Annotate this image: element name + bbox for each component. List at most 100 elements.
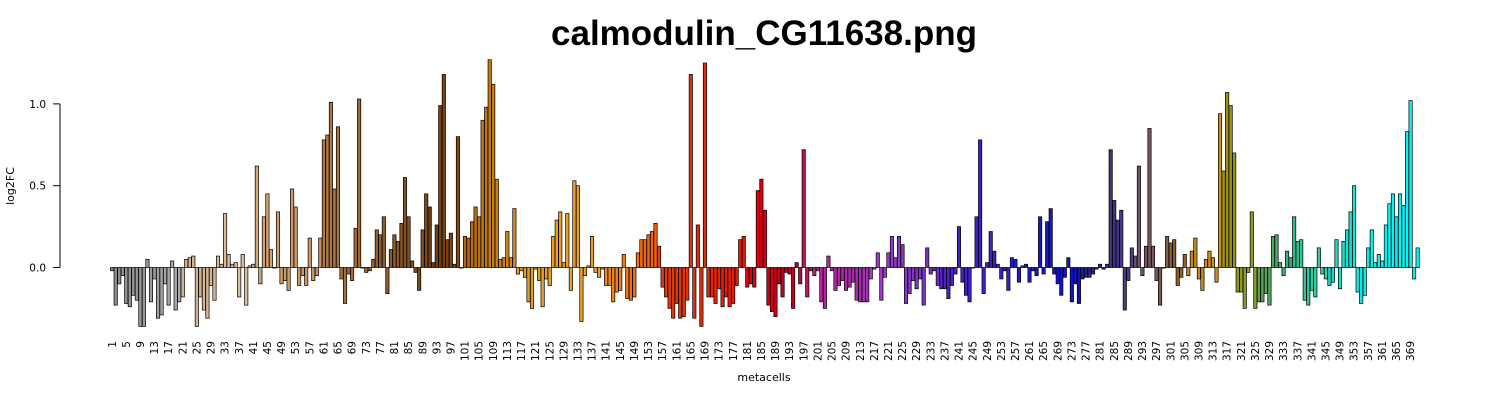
- bar-metacell-314: [1214, 267, 1219, 283]
- bar-metacell-261: [1027, 267, 1032, 283]
- bar-metacell-4: [120, 267, 125, 277]
- bar-metacell-80: [388, 249, 393, 268]
- bar-metacell-200: [812, 267, 817, 277]
- x-tick-label: 365: [1391, 341, 1403, 361]
- bar-metacell-72: [360, 267, 365, 269]
- bar-metacell-77: [378, 234, 383, 268]
- x-tick-label: 229: [911, 341, 923, 361]
- bar-metacell-14: [156, 267, 161, 319]
- bar-metacell-223: [893, 257, 898, 268]
- bar-metacell-255: [1006, 267, 1011, 291]
- x-tick-label: 281: [1095, 341, 1107, 361]
- x-tick-label: 65: [333, 341, 345, 354]
- bar-metacell-194: [791, 267, 796, 309]
- bar-metacell-181: [745, 267, 750, 288]
- bar-metacell-68: [346, 267, 351, 275]
- x-tick-label: 73: [361, 341, 373, 354]
- bar-metacell-347: [1330, 267, 1335, 283]
- bar-metacell-12: [148, 267, 153, 303]
- x-tick-label: 221: [883, 341, 895, 361]
- bar-metacell-311: [1203, 258, 1208, 268]
- bar-metacell-67: [343, 267, 348, 304]
- x-tick-label: 109: [488, 341, 500, 361]
- x-tick-label: 329: [1264, 341, 1276, 361]
- bar-metacell-212: [854, 267, 859, 301]
- bar-metacell-306: [1186, 267, 1191, 277]
- bar-metacell-161: [674, 267, 679, 304]
- bar-metacell-92: [431, 262, 436, 268]
- bar-metacell-132: [572, 180, 577, 268]
- bar-metacell-289: [1126, 267, 1131, 281]
- bar-metacell-272: [1066, 257, 1071, 268]
- bar-metacell-207: [836, 267, 842, 286]
- bar-metacell-234: [932, 267, 937, 272]
- bar-metacell-240: [953, 267, 958, 275]
- bar-metacell-34: [226, 254, 231, 268]
- bar-metacell-369: [1408, 100, 1413, 268]
- x-tick-label: 145: [615, 341, 627, 361]
- bar-metacell-53: [293, 206, 298, 268]
- bar-metacell-82: [395, 240, 400, 268]
- bar-metacell-10: [141, 267, 146, 327]
- bar-metacell-294: [1143, 245, 1148, 268]
- bar-metacell-303: [1175, 267, 1180, 286]
- bar-metacell-36: [233, 262, 238, 268]
- bar-metacell-2: [113, 267, 118, 306]
- bar-metacell-291: [1133, 255, 1138, 268]
- bar-metacell-25: [194, 267, 199, 327]
- bar-metacell-304: [1179, 267, 1184, 278]
- x-tick-label: 141: [601, 341, 613, 361]
- bar-metacell-214: [861, 267, 866, 303]
- bar-metacell-147: [625, 267, 630, 299]
- bar-metacell-129: [561, 262, 566, 268]
- bar-metacell-17: [166, 267, 171, 306]
- x-tick-label: 5: [121, 341, 133, 348]
- bar-metacell-360: [1376, 254, 1381, 268]
- x-tick-label: 153: [643, 341, 655, 361]
- bar-metacell-344: [1320, 267, 1325, 275]
- bar-metacell-275: [1076, 267, 1081, 304]
- bar-metacell-143: [611, 267, 616, 303]
- bar-metacell-168: [699, 267, 704, 327]
- bar-metacell-108: [487, 59, 492, 268]
- x-tick-label: 197: [798, 341, 810, 361]
- bar-metacell-190: [776, 267, 782, 285]
- bar-metacell-342: [1313, 267, 1318, 298]
- x-tick-label: 253: [996, 341, 1008, 361]
- bar-metacell-247: [978, 139, 983, 268]
- bar-metacell-269: [1055, 267, 1060, 285]
- bar-metacell-117: [519, 267, 524, 272]
- bar-metacell-328: [1263, 267, 1268, 295]
- bar-metacell-30: [212, 267, 217, 301]
- bar-metacell-356: [1362, 267, 1367, 296]
- bar-metacell-277: [1083, 267, 1088, 278]
- x-tick-label: 1: [107, 341, 119, 348]
- bar-metacell-91: [427, 206, 432, 268]
- bar-metacell-100: [459, 267, 464, 269]
- x-tick-label: 305: [1179, 341, 1191, 361]
- bar-metacell-198: [805, 267, 810, 298]
- bar-metacell-195: [794, 262, 799, 268]
- bar-metacell-134: [579, 267, 584, 322]
- x-tick-label: 21: [177, 341, 189, 354]
- x-tick-label: 9: [135, 341, 147, 348]
- x-tick-label: 289: [1123, 341, 1135, 361]
- bar-metacell-201: [815, 267, 820, 272]
- bar-metacell-157: [660, 267, 665, 288]
- x-tick-label: 37: [234, 341, 246, 354]
- bar-metacell-118: [522, 267, 527, 278]
- bar-metacell-248: [981, 267, 986, 295]
- y-tick-label: 1.0: [29, 99, 46, 111]
- x-tick-label: 361: [1377, 341, 1389, 361]
- bar-metacell-331: [1274, 234, 1279, 268]
- bar-metacell-297: [1154, 267, 1159, 281]
- bar-metacell-146: [621, 254, 626, 268]
- bar-metacell-249: [985, 262, 990, 268]
- bar-metacell-26: [198, 267, 203, 298]
- bar-metacell-295: [1147, 128, 1152, 268]
- bar-metacell-151: [639, 239, 644, 268]
- bar-metacell-349: [1337, 267, 1343, 290]
- bar-metacell-282: [1101, 267, 1106, 270]
- x-tick-label: 185: [756, 341, 768, 361]
- bar-metacell-345: [1323, 267, 1328, 280]
